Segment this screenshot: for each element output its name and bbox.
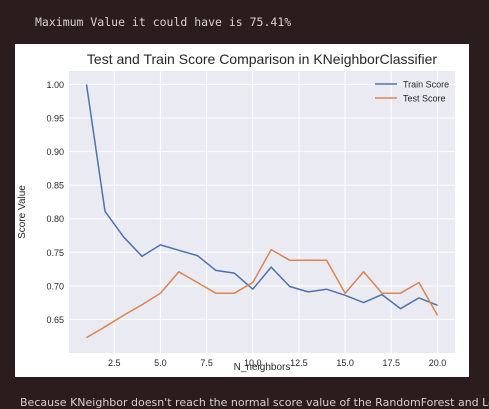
x-tick-label: 7.5 bbox=[200, 358, 213, 368]
y-tick-label: 0.90 bbox=[46, 147, 64, 157]
x-axis-label: N_neighbors bbox=[234, 362, 291, 373]
cell-output-text: Maximum Value it could have is 75.41% bbox=[35, 15, 292, 29]
x-tick-label: 17.5 bbox=[383, 358, 401, 368]
y-axis-label: Score Value bbox=[17, 185, 28, 239]
y-tick-label: 0.70 bbox=[46, 281, 64, 291]
x-tick-label: 20.0 bbox=[429, 358, 447, 368]
y-tick-label: 0.65 bbox=[46, 315, 64, 325]
y-tick-label: 0.95 bbox=[46, 114, 64, 124]
x-tick-label: 2.5 bbox=[108, 358, 121, 368]
series-line-train bbox=[85, 84, 438, 310]
y-tick-label: 0.85 bbox=[46, 181, 64, 191]
markdown-text: Because KNeighbor doesn't reach the norm… bbox=[20, 396, 489, 409]
legend: Train Score Test Score bbox=[375, 80, 449, 104]
x-tick-label: 10.0 bbox=[244, 358, 262, 368]
x-tick-label: 15.0 bbox=[336, 358, 354, 368]
legend-label: Train Score bbox=[403, 80, 449, 90]
plot-area bbox=[69, 71, 455, 353]
x-tick-label: 5.0 bbox=[154, 358, 167, 368]
y-tick-label: 0.75 bbox=[46, 248, 64, 258]
chart-title: Test and Train Score Comparison in KNeig… bbox=[87, 51, 437, 67]
y-tick-label: 1.00 bbox=[46, 80, 64, 90]
line-chart: 0.65 0.70 0.75 0.80 0.85 0.90 0.95 1.00 2.5 5.0 7… bbox=[17, 51, 455, 373]
x-tick-label: 12.5 bbox=[290, 358, 308, 368]
chart-figure: 0.65 0.70 0.75 0.80 0.85 0.90 0.95 1.00 2.5 5.0 7… bbox=[15, 44, 469, 377]
series-line-test bbox=[86, 248, 439, 339]
legend-label: Test Score bbox=[403, 94, 446, 104]
y-tick-label: 0.80 bbox=[46, 214, 64, 224]
